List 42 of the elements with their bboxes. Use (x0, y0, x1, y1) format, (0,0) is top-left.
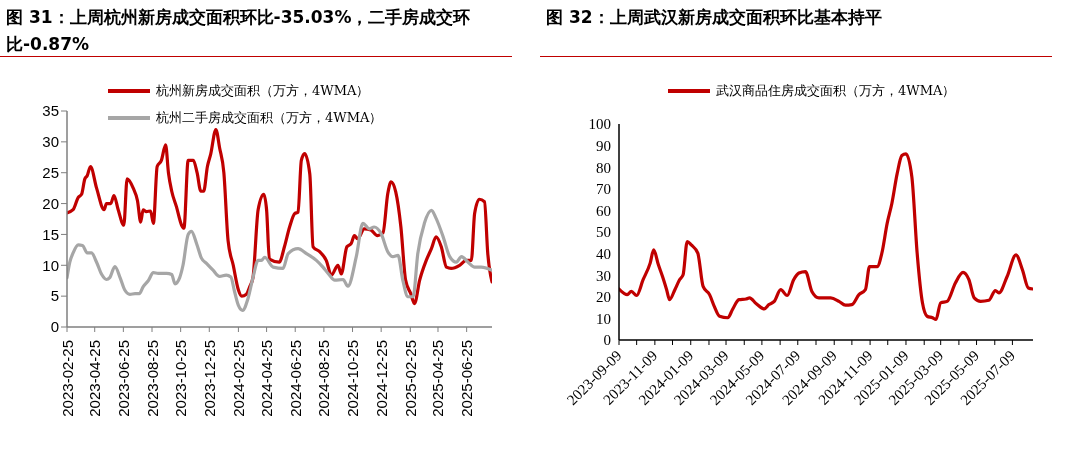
y-tick-label: 25 (42, 164, 59, 182)
y-tick-label: 10 (596, 310, 611, 327)
line-series (67, 127, 492, 306)
chart-title: 图 31：上周杭州新房成交面积环比-35.03%，二手房成交环比-0.87% (0, 0, 512, 57)
x-tick-label: 2024-08-25 (315, 340, 333, 417)
x-tick-label: 2024-02-25 (229, 340, 247, 417)
x-tick-label: 2023-10-25 (172, 340, 190, 417)
x-tick-label: 2023-02-25 (58, 340, 76, 417)
x-tick-label: 2023-04-25 (86, 340, 104, 417)
x-tick-label: 2025-02-25 (401, 340, 419, 417)
x-tick-label: 2024-12-25 (372, 340, 390, 417)
y-tick-label: 0 (603, 332, 611, 349)
x-tick-label: 2023-12-25 (200, 340, 218, 417)
x-tick-label: 2024-06-25 (286, 340, 304, 417)
chart-title: 图 32：上周武汉新房成交面积环比基本持平 (540, 0, 1052, 57)
legend-label: 杭州二手房成交面积（万方，4WMA） (156, 109, 383, 127)
y-tick-label: 20 (596, 289, 611, 306)
y-tick-label: 90 (596, 137, 611, 154)
y-tick-label: 60 (596, 202, 611, 219)
x-tick-label: 2023-06-25 (114, 340, 132, 417)
y-tick-label: 70 (596, 181, 611, 198)
y-tick-label: 10 (42, 256, 59, 274)
y-tick-label: 35 (42, 102, 59, 120)
y-tick-label: 15 (42, 225, 59, 243)
legend-label: 武汉商品住房成交面积（万方，4WMA） (716, 82, 956, 100)
legend-label: 杭州新房成交面积（万方，4WMA） (156, 82, 370, 100)
y-tick-label: 5 (50, 287, 59, 305)
x-tick-label: 2025-04-25 (429, 340, 447, 417)
y-tick-label: 20 (42, 194, 59, 212)
y-tick-label: 50 (596, 224, 611, 241)
line-series (67, 208, 492, 312)
x-tick-label: 2023-08-25 (143, 340, 161, 417)
x-tick-label: 2024-04-25 (258, 340, 276, 417)
line-series (619, 152, 1033, 322)
y-tick-label: 30 (596, 267, 611, 284)
y-tick-label: 0 (50, 318, 59, 336)
x-tick-label: 2024-10-25 (344, 340, 362, 417)
y-tick-label: 40 (596, 245, 611, 262)
x-tick-label: 2025-06-25 (458, 340, 476, 417)
y-tick-label: 30 (42, 133, 59, 151)
y-tick-label: 80 (596, 159, 611, 176)
y-tick-label: 100 (588, 116, 611, 133)
